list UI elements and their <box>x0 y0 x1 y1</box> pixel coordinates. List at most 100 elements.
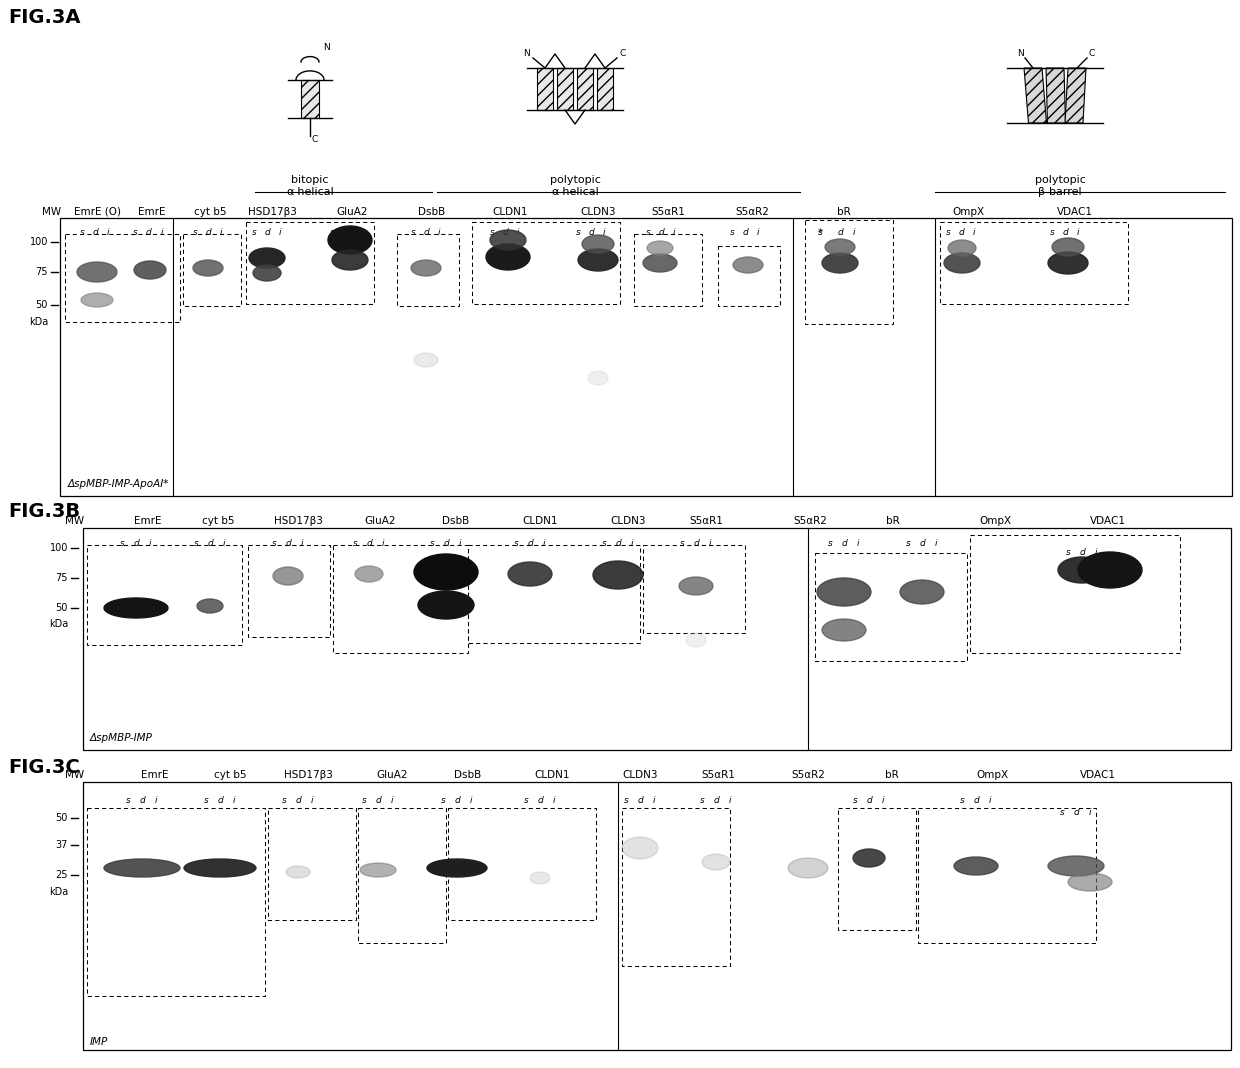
Ellipse shape <box>193 260 223 276</box>
Bar <box>634 234 702 307</box>
Text: d: d <box>527 539 533 548</box>
Bar <box>537 68 553 110</box>
Text: MW: MW <box>66 770 84 780</box>
Text: i: i <box>652 796 655 805</box>
Text: d: d <box>1063 227 1068 237</box>
Text: d: d <box>866 796 872 805</box>
Text: DsbB: DsbB <box>418 207 445 217</box>
Ellipse shape <box>733 257 763 273</box>
Ellipse shape <box>582 235 614 253</box>
Bar <box>397 234 459 307</box>
Text: i: i <box>391 796 393 805</box>
Text: s: s <box>352 539 357 548</box>
Text: FIG.3A: FIG.3A <box>7 7 81 27</box>
Text: polytopic
α-helical: polytopic α-helical <box>549 175 600 197</box>
Text: d: d <box>443 539 449 548</box>
Text: i: i <box>219 227 222 237</box>
Ellipse shape <box>253 265 281 281</box>
Text: s: s <box>362 796 366 805</box>
Ellipse shape <box>529 871 551 884</box>
Text: s: s <box>252 227 257 237</box>
Text: OmpX: OmpX <box>978 516 1011 527</box>
Polygon shape <box>1024 68 1047 123</box>
Ellipse shape <box>680 577 713 595</box>
Ellipse shape <box>134 261 166 279</box>
Bar <box>87 808 265 996</box>
Ellipse shape <box>332 250 368 270</box>
Text: s: s <box>827 539 832 548</box>
Ellipse shape <box>853 849 885 867</box>
Text: MW: MW <box>66 516 84 527</box>
Text: 50: 50 <box>36 300 48 310</box>
Text: kDa: kDa <box>48 619 68 629</box>
Bar <box>472 222 620 304</box>
Text: CLDN1: CLDN1 <box>492 207 528 217</box>
Bar <box>268 808 356 920</box>
Text: s: s <box>203 796 208 805</box>
Ellipse shape <box>286 866 310 878</box>
Text: d: d <box>537 796 543 805</box>
Text: EmrE: EmrE <box>138 207 166 217</box>
Text: d: d <box>376 796 381 805</box>
Bar <box>334 545 467 653</box>
Text: N: N <box>523 49 531 59</box>
Text: i: i <box>543 539 546 548</box>
Text: 75: 75 <box>36 267 48 277</box>
Bar <box>557 68 573 110</box>
Text: i: i <box>553 796 556 805</box>
Text: GluA2: GluA2 <box>336 207 368 217</box>
Ellipse shape <box>1078 552 1142 588</box>
Text: CLDN3: CLDN3 <box>580 207 616 217</box>
Text: s: s <box>523 796 528 805</box>
Ellipse shape <box>329 226 372 254</box>
Text: FIG.3B: FIG.3B <box>7 502 81 521</box>
Bar <box>918 808 1096 943</box>
Text: cyt b5: cyt b5 <box>202 516 234 527</box>
Text: GluA2: GluA2 <box>376 770 408 780</box>
Text: i: i <box>223 539 226 548</box>
Ellipse shape <box>588 371 608 384</box>
Ellipse shape <box>817 578 870 606</box>
Ellipse shape <box>414 354 438 367</box>
Text: d: d <box>133 539 139 548</box>
Text: s: s <box>513 539 518 548</box>
Ellipse shape <box>104 598 167 618</box>
Text: i: i <box>1076 227 1079 237</box>
Text: N: N <box>322 44 330 52</box>
Text: d: d <box>637 796 642 805</box>
Text: S5αR1: S5αR1 <box>651 207 684 217</box>
Text: CLDN1: CLDN1 <box>522 516 558 527</box>
Text: i: i <box>988 796 991 805</box>
Bar <box>838 808 916 930</box>
Text: i: i <box>161 227 164 237</box>
Text: S5αR2: S5αR2 <box>791 770 825 780</box>
Bar <box>644 545 745 633</box>
Text: i: i <box>279 227 281 237</box>
Text: ΔspMBP-IMP-ApoAI*: ΔspMBP-IMP-ApoAI* <box>68 480 170 489</box>
Text: i: i <box>1095 548 1097 557</box>
Text: kDa: kDa <box>48 888 68 897</box>
Text: 50: 50 <box>56 603 68 613</box>
Text: d: d <box>742 227 748 237</box>
Bar <box>184 234 241 307</box>
Text: C: C <box>1089 49 1095 59</box>
Bar <box>805 220 893 324</box>
Text: i: i <box>972 227 975 237</box>
Text: S5αR2: S5αR2 <box>794 516 827 527</box>
Text: d: d <box>139 796 145 805</box>
Text: HSD17β3: HSD17β3 <box>284 770 332 780</box>
Bar <box>718 246 780 307</box>
Text: HSD17β3: HSD17β3 <box>274 516 322 527</box>
Text: VDAC1: VDAC1 <box>1056 207 1092 217</box>
Text: d: d <box>841 539 847 548</box>
Ellipse shape <box>360 863 396 877</box>
Text: 37: 37 <box>56 841 68 850</box>
Text: s: s <box>905 539 910 548</box>
Text: s: s <box>79 227 84 237</box>
Ellipse shape <box>1068 873 1112 891</box>
Bar <box>83 528 1231 750</box>
Text: s: s <box>125 796 130 805</box>
Ellipse shape <box>822 619 866 641</box>
Bar <box>815 553 967 661</box>
Ellipse shape <box>410 260 441 276</box>
